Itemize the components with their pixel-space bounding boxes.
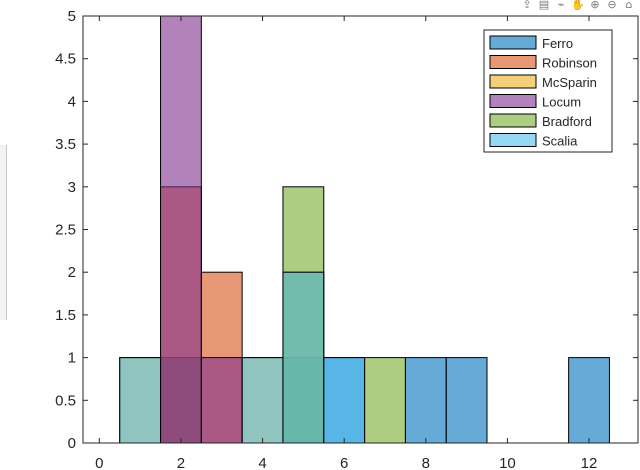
legend-swatch-robinson (489, 55, 537, 69)
legend-swatch-bradford (489, 113, 537, 128)
y-tick-label: 1 (68, 350, 76, 367)
x-tick-label: 6 (340, 455, 348, 470)
y-axis: 0 0.5 1 1.5 2 2.5 3 3.5 4 4.5 5 (55, 8, 638, 452)
legend-label-ferro: Ferro (542, 36, 573, 51)
home-icon[interactable]: ⌂ (625, 0, 633, 11)
legend-label-locum: Locum (542, 95, 581, 110)
pan-icon[interactable]: ✋ (571, 0, 585, 11)
bars-layer (119, 15, 610, 444)
y-tick-label: 0 (68, 435, 76, 452)
x-tick-label: 4 (258, 455, 266, 470)
bar-locum-3 (200, 357, 243, 444)
legend-swatch-mcsparin (489, 74, 537, 89)
zoom-out-icon[interactable]: ⊖ (607, 0, 617, 11)
legend-label-scalia: Scalia (542, 134, 578, 149)
export-icon[interactable]: ⇪ (522, 0, 532, 11)
x-tick-label: 0 (95, 455, 103, 470)
legend-swatch-ferro (489, 35, 537, 50)
bar-bradford-7 (364, 357, 406, 444)
legend-box (483, 29, 613, 153)
y-tick-label: 3 (68, 179, 76, 196)
bar-ferro-8 (404, 357, 447, 444)
y-tick-label: 2.5 (55, 222, 76, 239)
x-tick-label: 12 (581, 455, 598, 470)
y-tick-label: 1.5 (55, 307, 76, 324)
x-tick-label: 2 (177, 455, 185, 470)
y-tick-label: 4.5 (55, 51, 76, 68)
legend-label-robinson: Robinson (542, 56, 597, 71)
y-tick-label: 2 (68, 264, 76, 281)
axes-toolbar: ⇪ ▤ ⌁ ✋ ⊕ ⊖ ⌂ (520, 0, 636, 11)
legend-swatch-scalia (489, 133, 537, 147)
bar-scalia-5 (282, 271, 325, 444)
bar-scalia-1 (119, 357, 162, 444)
y-tick-label: 4 (68, 93, 76, 110)
legend-label-mcsparin: McSparin (542, 75, 597, 90)
legend-swatch-locum (489, 94, 537, 108)
x-axis: 0 2 4 6 8 10 12 (95, 16, 597, 470)
side-panel-edge (0, 145, 7, 320)
brush-icon[interactable]: ▤ (538, 0, 550, 11)
y-tick-label: 0.5 (55, 392, 76, 409)
bar-ferro-12 (568, 357, 610, 444)
bar-scalia-6 (323, 357, 366, 444)
bar-locum-2 (160, 15, 202, 444)
x-tick-label: 10 (499, 455, 516, 470)
bar-ferro-9 (445, 357, 488, 444)
datatip-icon[interactable]: ⌁ (557, 0, 565, 11)
y-tick-label: 5 (68, 8, 76, 25)
bar-scalia-4 (241, 357, 284, 444)
zoom-in-icon[interactable]: ⊕ (590, 0, 600, 11)
y-tick-label: 3.5 (55, 136, 76, 153)
legend-label-bradford: Bradford (542, 114, 592, 129)
legend: Ferro Robinson McSparin Locum Bradford Scalia (483, 29, 613, 153)
x-tick-label: 8 (422, 455, 430, 470)
